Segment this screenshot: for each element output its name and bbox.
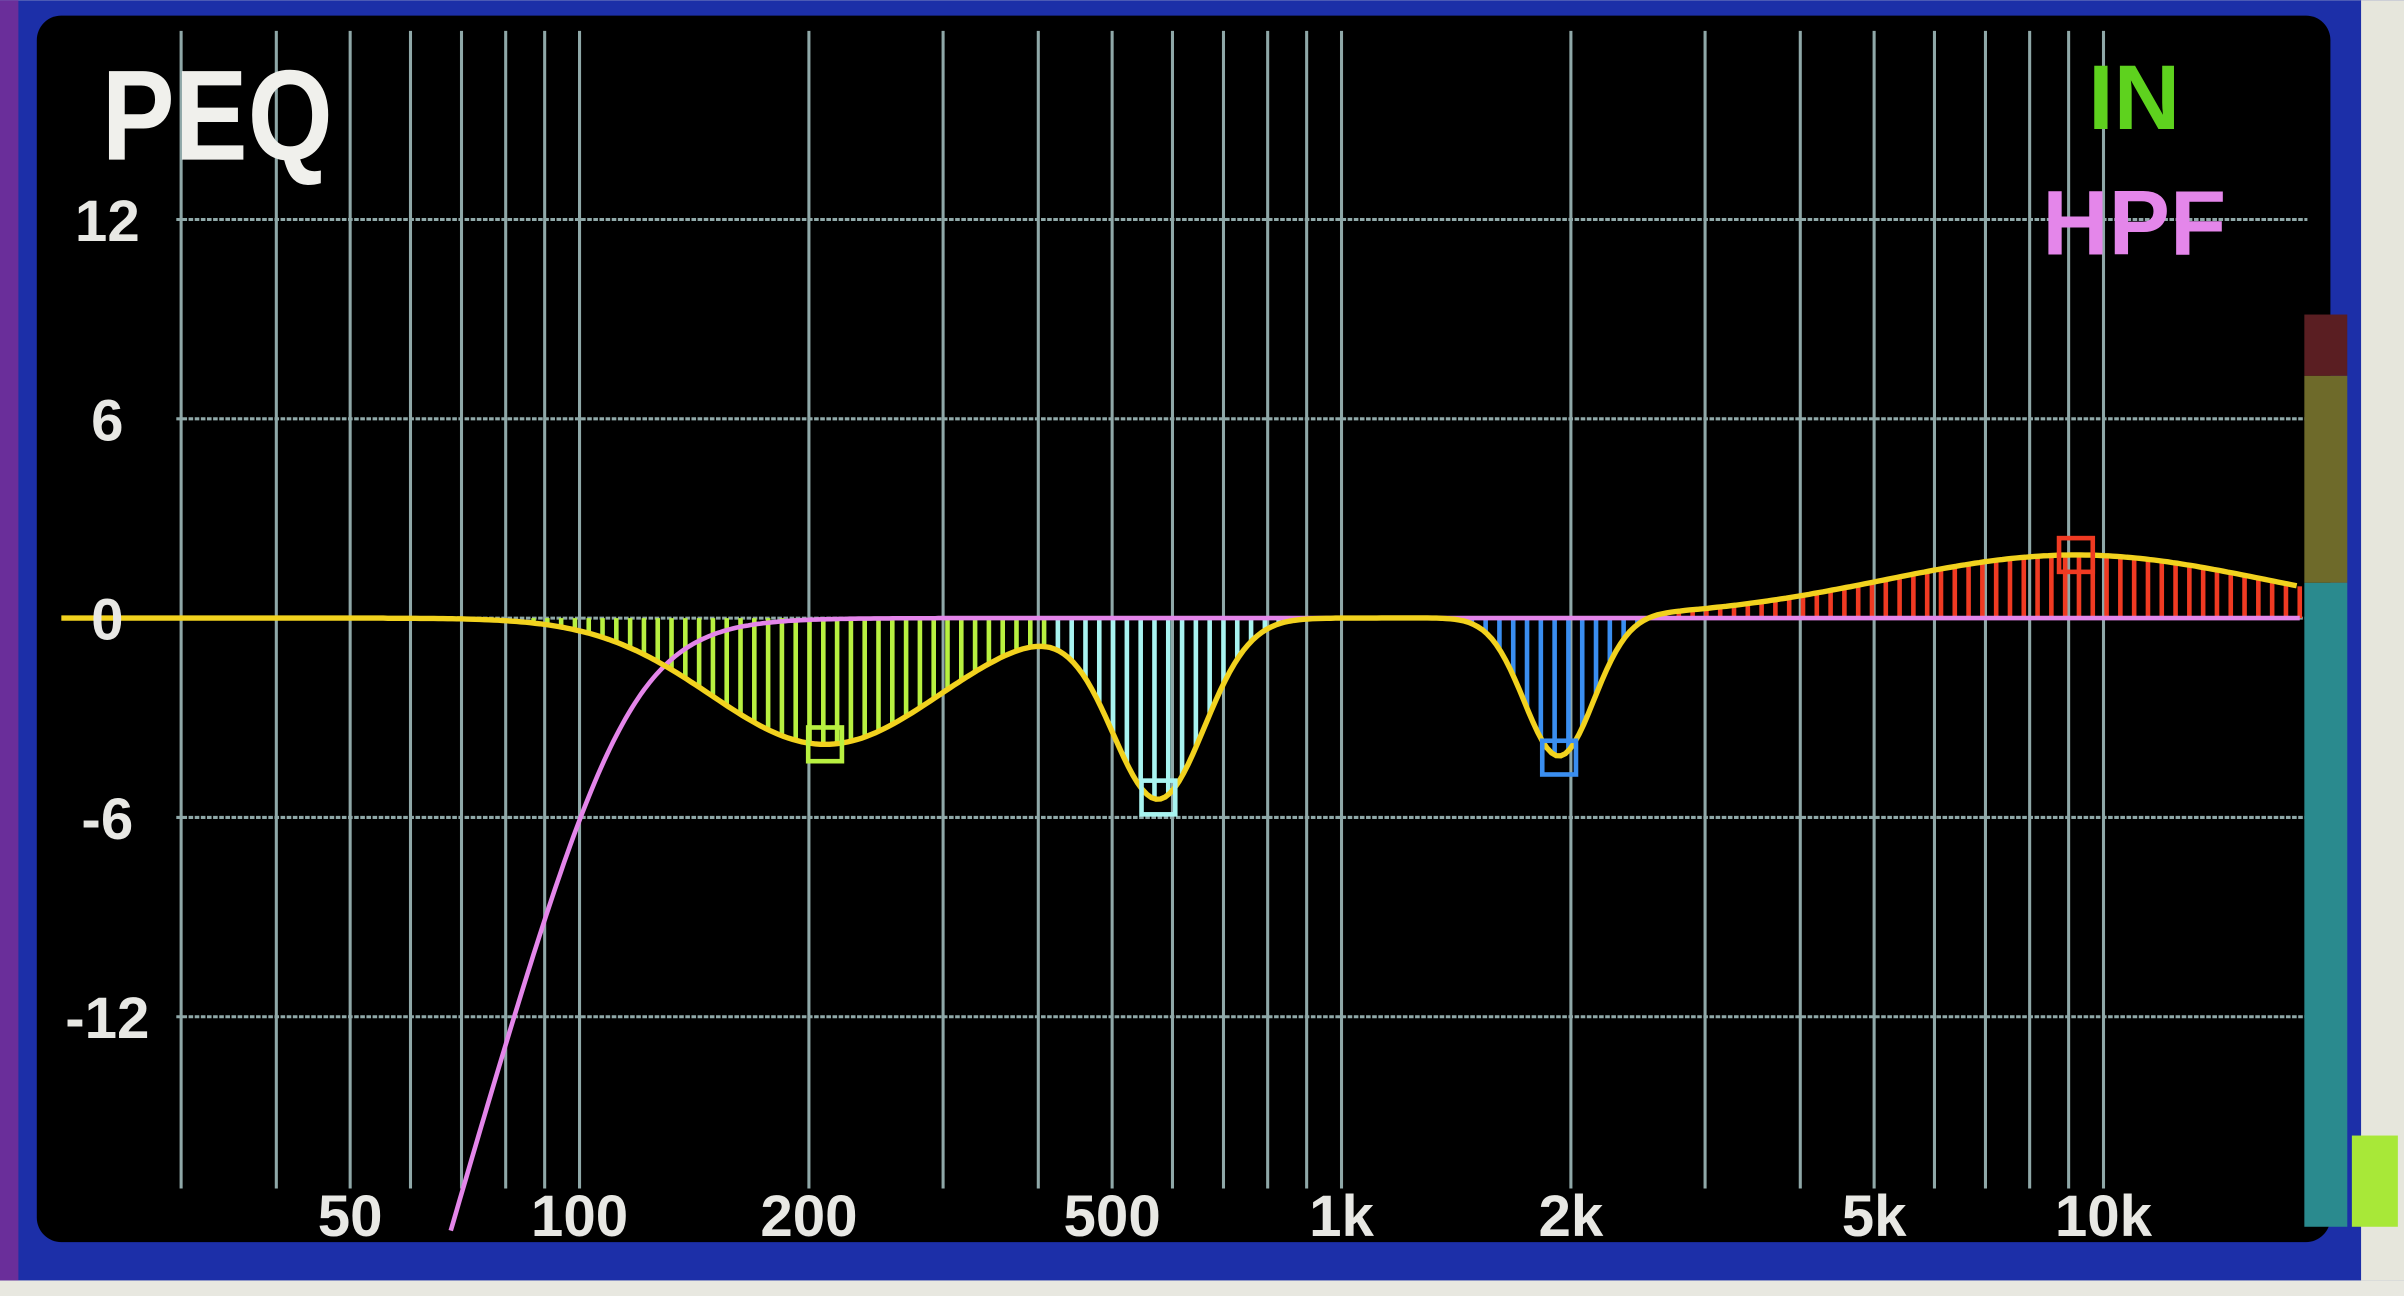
band-fill-stems: [531, 554, 2303, 799]
x-tick-label: 100: [531, 1184, 628, 1249]
meter-segment: [2304, 314, 2348, 376]
level-meter: [2304, 314, 2398, 1227]
y-tick-label: -12: [65, 986, 149, 1051]
band-3-handle[interactable]: [1539, 738, 1579, 777]
eq-response-curve: [61, 552, 2298, 802]
grid: [176, 30, 2308, 1189]
hpf-indicator[interactable]: HPF: [2042, 173, 2226, 275]
meter-segment: [2304, 582, 2348, 1227]
x-tick-label: 50: [318, 1184, 383, 1249]
meter-level: [2351, 1135, 2398, 1227]
eq-in-indicator[interactable]: IN: [2088, 47, 2180, 149]
band-1-handle[interactable]: [805, 725, 845, 764]
meter-segment: [2304, 375, 2348, 583]
band-markers: [805, 535, 2096, 817]
left-edge: [0, 0, 19, 1281]
band-2-handle[interactable]: [1139, 778, 1178, 817]
y-tick-label: 12: [75, 189, 140, 254]
y-tick-label: -6: [81, 787, 133, 852]
y-tick-label: 6: [91, 388, 123, 453]
x-tick-label: 200: [760, 1184, 857, 1249]
x-tick-label: 10k: [2055, 1184, 2153, 1249]
right-strip: [2361, 0, 2404, 1281]
peq-title: PEQ: [102, 44, 333, 187]
x-tick-label: 2k: [1538, 1184, 1603, 1249]
band-4-handle[interactable]: [2056, 535, 2096, 575]
x-tick-label: 5k: [1842, 1184, 1907, 1249]
y-tick-label: 0: [91, 588, 123, 653]
x-tick-label: 1k: [1309, 1184, 1374, 1249]
x-tick-label: 500: [1064, 1184, 1161, 1249]
